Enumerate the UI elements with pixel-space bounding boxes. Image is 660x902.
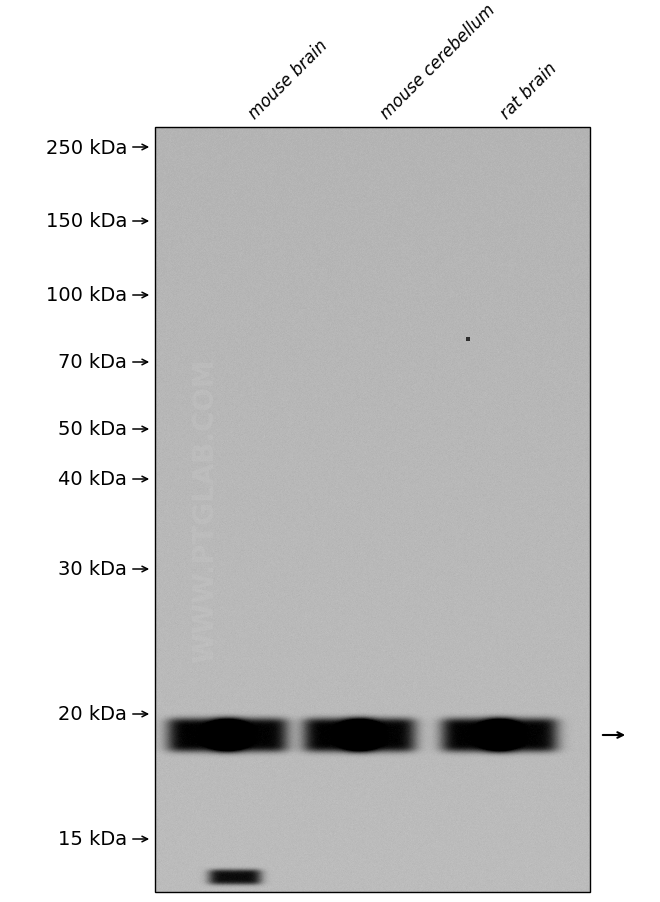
Text: 70 kDa: 70 kDa [58,353,127,373]
Text: 15 kDa: 15 kDa [58,830,127,849]
Text: 150 kDa: 150 kDa [46,212,127,231]
Text: 20 kDa: 20 kDa [58,704,127,723]
Text: 50 kDa: 50 kDa [58,420,127,439]
Text: mouse brain: mouse brain [246,37,331,123]
Text: 40 kDa: 40 kDa [58,470,127,489]
Bar [155,128,590,892]
Text: 30 kDa: 30 kDa [58,560,127,579]
Text: 250 kDa: 250 kDa [46,138,127,157]
Text: rat brain: rat brain [497,60,560,123]
Text: WWW.PTGLAB.COM: WWW.PTGLAB.COM [191,358,219,662]
Text: 100 kDa: 100 kDa [46,286,127,305]
Text: mouse cerebellum: mouse cerebellum [378,1,499,123]
